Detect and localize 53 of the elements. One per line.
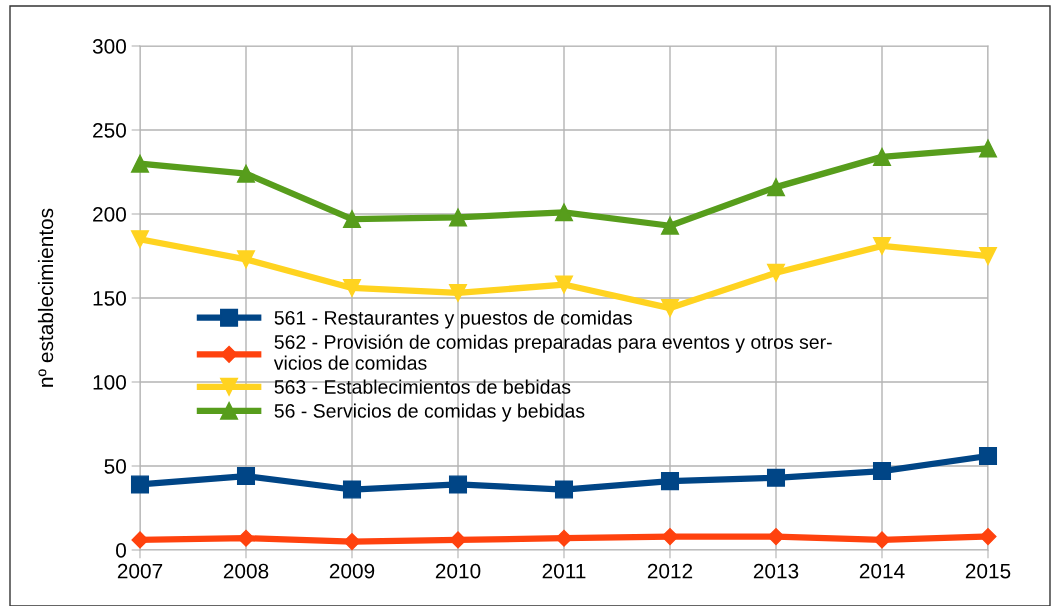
y-tick-label: 200 (93, 207, 126, 222)
x-tick-label: 2015 (965, 563, 1011, 579)
point (130, 154, 150, 173)
point (448, 283, 468, 302)
point (767, 528, 785, 546)
point (130, 475, 150, 494)
legend-label: 56 - Servicios de comidas y bebidas (274, 403, 585, 422)
point (448, 208, 468, 227)
x-tick-label: 2008 (223, 563, 269, 579)
y-tick-label: 300 (92, 39, 126, 54)
point (660, 216, 680, 235)
legend-label: 563 - Establecimientos de bebidas (274, 379, 571, 394)
point (873, 531, 891, 549)
point (978, 139, 998, 158)
y-axis-title: nº establecimientos (37, 208, 54, 387)
x-tick-label: 2007 (117, 563, 163, 579)
point (766, 263, 786, 282)
y-tick-label: 0 (116, 543, 126, 558)
point (554, 275, 574, 294)
x-tick-label: 2014 (859, 563, 905, 579)
point (342, 210, 362, 229)
x-tick-label: 2012 (647, 563, 693, 579)
x-tick-label: 2009 (329, 563, 375, 579)
point (343, 533, 361, 551)
point (766, 468, 786, 487)
point (342, 480, 362, 499)
point (554, 480, 574, 499)
y-tick-label: 100 (93, 375, 126, 390)
x-tick-label: 2013 (753, 563, 799, 579)
point (236, 164, 256, 183)
point (236, 250, 256, 269)
point (342, 278, 362, 297)
legend-label: 562 - Provisión de comidas preparadas para eventos y otros ser- vicios de comidas (273, 334, 832, 370)
x-tick-label: 2010 (435, 563, 481, 579)
point (766, 178, 786, 197)
point (660, 472, 680, 491)
point (872, 462, 892, 481)
point (978, 446, 998, 465)
point (131, 531, 149, 549)
point (872, 236, 892, 255)
legend-label: 561 - Restaurantes y puestos de comidas (274, 310, 632, 329)
point (130, 230, 150, 249)
point (236, 467, 256, 486)
point (448, 475, 468, 494)
point (872, 147, 892, 166)
point (660, 299, 680, 318)
x-tick-label: 2011 (542, 563, 586, 579)
point (978, 246, 998, 266)
y-tick-label: 150 (93, 291, 126, 306)
y-tick-label: 50 (104, 459, 126, 474)
point (554, 203, 574, 222)
point (979, 528, 997, 546)
y-tick-label: 250 (93, 123, 126, 138)
